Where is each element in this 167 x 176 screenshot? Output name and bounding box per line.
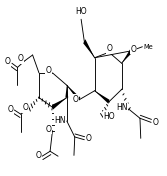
Text: O: O: [106, 44, 112, 53]
Polygon shape: [122, 49, 132, 63]
Polygon shape: [67, 85, 80, 102]
Text: HN: HN: [116, 103, 128, 112]
Text: HN: HN: [54, 116, 65, 125]
Text: O: O: [35, 151, 41, 160]
Text: O: O: [7, 105, 13, 115]
Text: O: O: [72, 95, 78, 103]
Text: O: O: [45, 67, 51, 76]
Text: O: O: [22, 103, 28, 112]
Text: HO: HO: [75, 7, 87, 16]
Polygon shape: [65, 85, 68, 98]
Polygon shape: [83, 39, 95, 58]
Text: O: O: [5, 57, 11, 66]
Text: O: O: [86, 134, 92, 143]
Text: O: O: [18, 54, 24, 63]
Text: HO: HO: [103, 112, 115, 121]
Text: O: O: [46, 125, 52, 134]
Polygon shape: [52, 98, 67, 109]
Text: O: O: [152, 118, 158, 127]
Text: O: O: [130, 45, 136, 54]
Text: Me: Me: [143, 44, 153, 50]
Polygon shape: [95, 91, 109, 104]
